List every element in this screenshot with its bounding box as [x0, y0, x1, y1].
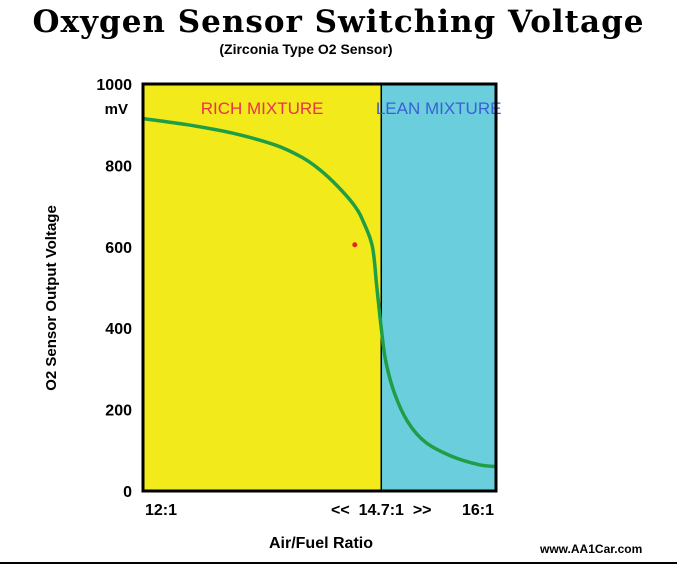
x-tick-label: << 14.7:1 >>	[331, 502, 432, 519]
region-lean	[381, 84, 496, 491]
y-tick-label: 200	[105, 403, 132, 420]
y-tick-label: 800	[105, 158, 132, 175]
chart-title: Oxygen Sensor Switching Voltage	[32, 4, 645, 40]
y-axis-label: O2 Sensor Output Voltage	[43, 205, 60, 391]
y-tick-label: 600	[105, 240, 132, 257]
plot-frame	[141, 82, 498, 493]
y-tick-label: 1000	[96, 77, 132, 94]
region-label-rich: RICH MIXTURE	[201, 99, 324, 118]
chart-subtitle: (Zirconia Type O2 Sensor)	[219, 41, 393, 57]
source-credit: www.AA1Car.com	[540, 542, 643, 556]
y-unit-label: mV	[105, 101, 128, 118]
x-axis-label: Air/Fuel Ratio	[269, 535, 373, 552]
bottom-divider	[0, 562, 677, 564]
region-rich	[143, 84, 382, 491]
x-tick-label: 12:1	[145, 502, 177, 519]
annotation-point-0	[352, 242, 358, 248]
y-tick-label: 400	[105, 321, 132, 338]
y-tick-label: 0	[123, 484, 132, 501]
region-label-lean: LEAN MIXTURE	[376, 99, 502, 118]
series-line-0	[142, 116, 497, 469]
x-tick-label: 16:1	[462, 502, 494, 519]
